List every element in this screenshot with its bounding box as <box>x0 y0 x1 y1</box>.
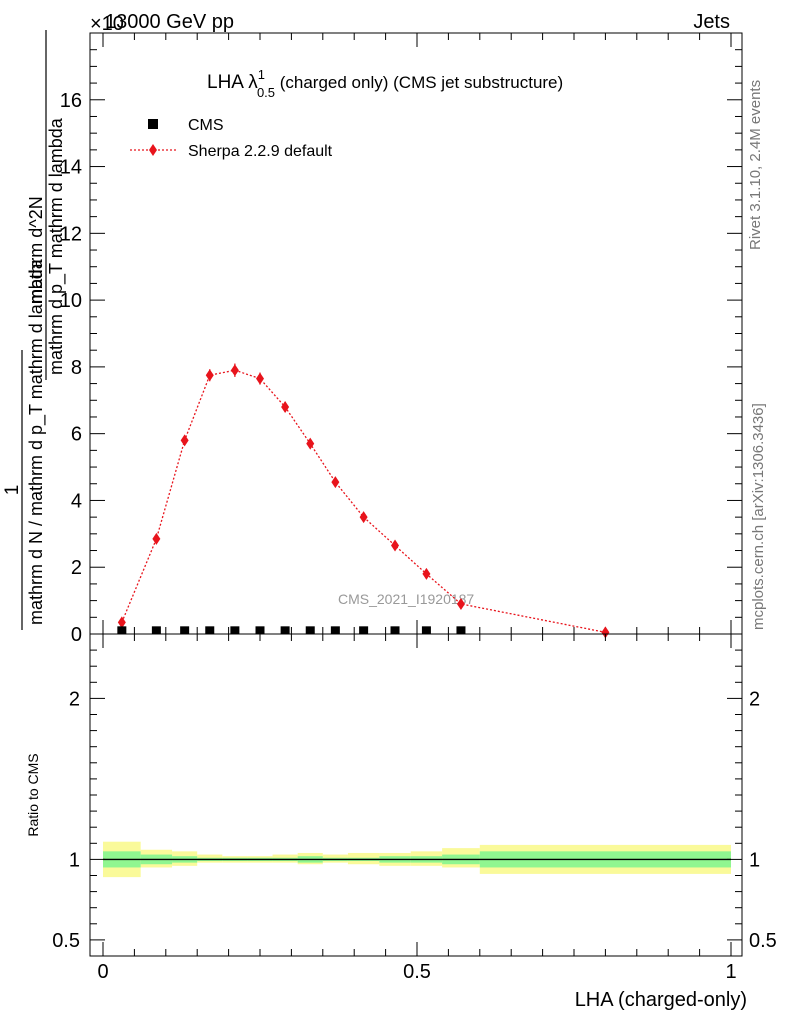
legend-cms-label: CMS <box>188 117 224 134</box>
main-y-tick-label: 10 <box>60 290 82 312</box>
sherpa-point <box>205 369 214 382</box>
ratio-plot-frame <box>89 633 743 957</box>
ratio-y-tick-label-right: 2 <box>749 688 760 710</box>
cms-point <box>180 626 190 635</box>
ratio-y-tick-label: 0.5 <box>52 930 80 952</box>
ratio-y-tick-label: 1 <box>69 849 80 871</box>
main-y-tick-label: 14 <box>60 157 82 179</box>
main-y-tick-label: 0 <box>71 624 82 646</box>
legend-sherpa-marker <box>149 144 157 156</box>
process-label: Jets <box>693 11 730 33</box>
y-label-denominator: mathrm d N / mathrm d p_T mathrm d lambd… <box>26 258 47 625</box>
sherpa-point <box>359 511 368 524</box>
sherpa-point <box>117 616 126 629</box>
legend-sherpa-label: Sherpa 2.2.9 default <box>188 143 333 160</box>
ratio-x-tick-label: 0 <box>97 961 108 983</box>
cms-point <box>255 626 265 635</box>
plot-title: LHA λ1 0.5 (charged only) (CMS jet substr… <box>207 67 563 100</box>
sherpa-point <box>281 400 290 413</box>
main-y-tick-label: 16 <box>60 90 82 112</box>
sherpa-point <box>391 539 400 552</box>
sherpa-point <box>456 597 465 610</box>
cms-point <box>205 626 215 635</box>
sherpa-series <box>117 363 610 639</box>
energy-label: 13000 GeV pp <box>105 11 234 33</box>
y-axis-label: 1 mathrm d N / mathrm d p_T mathrm d lam… <box>2 30 67 630</box>
ratio-y-tick-label-right: 1 <box>749 849 760 871</box>
cms-point <box>390 626 400 635</box>
sherpa-point <box>422 567 431 580</box>
main-y-tick-label: 8 <box>71 357 82 379</box>
mcplots-info: mcplots.cern.ch [arXiv:1306.3436] <box>750 403 767 630</box>
main-y-tick-label: 12 <box>60 223 82 245</box>
main-x-ticks <box>102 33 732 634</box>
cms-point <box>117 626 127 635</box>
sherpa-point <box>256 372 264 385</box>
x-axis-label: LHA (charged-only) <box>575 989 747 1011</box>
y-multiplier: ×10 <box>90 13 124 35</box>
cms-point <box>305 626 315 635</box>
ratio-y-tick-label: 2 <box>69 688 80 710</box>
cms-series <box>117 626 466 635</box>
y-label-numerator2: mathrm d^2N <box>26 196 46 303</box>
ratio-axis-label: Ratio to CMS <box>25 753 41 836</box>
sherpa-point <box>180 434 189 447</box>
ratio-y-axis: 0.5 0.5 1 1 2 2 <box>52 649 777 952</box>
sherpa-line <box>121 369 606 633</box>
y-label-numerator: 1 <box>2 485 23 496</box>
cms-point <box>421 626 431 635</box>
ratio-x-axis: 0 0.5 1 <box>97 634 737 983</box>
cms-point <box>456 626 466 635</box>
cms-point <box>230 626 240 635</box>
main-y-tick-label: 2 <box>71 557 82 579</box>
cms-point <box>330 626 340 635</box>
sherpa-point <box>601 626 610 639</box>
ratio-x-tick-label: 0.5 <box>403 961 431 983</box>
ratio-y-tick-label-right: 0.5 <box>749 930 777 952</box>
legend-cms-marker <box>148 119 158 129</box>
cms-point <box>280 626 290 635</box>
sherpa-point <box>331 476 340 489</box>
y-label-denominator2: mathrm d p_T mathrm d lambda <box>46 117 67 375</box>
main-y-axis: 0 2 4 6 8 10 12 14 16 <box>60 49 742 646</box>
sherpa-point <box>230 364 239 377</box>
sherpa-point <box>152 532 161 545</box>
cms-point <box>151 626 161 635</box>
analysis-watermark: CMS_2021_I1920187 <box>338 591 474 607</box>
ratio-x-tick-label: 1 <box>725 961 736 983</box>
main-y-tick-label: 6 <box>71 424 82 446</box>
sherpa-point <box>306 437 315 450</box>
main-y-tick-label: 4 <box>71 490 82 512</box>
cms-point <box>359 626 369 635</box>
rivet-info: Rivet 3.1.10, 2.4M events <box>747 80 764 250</box>
